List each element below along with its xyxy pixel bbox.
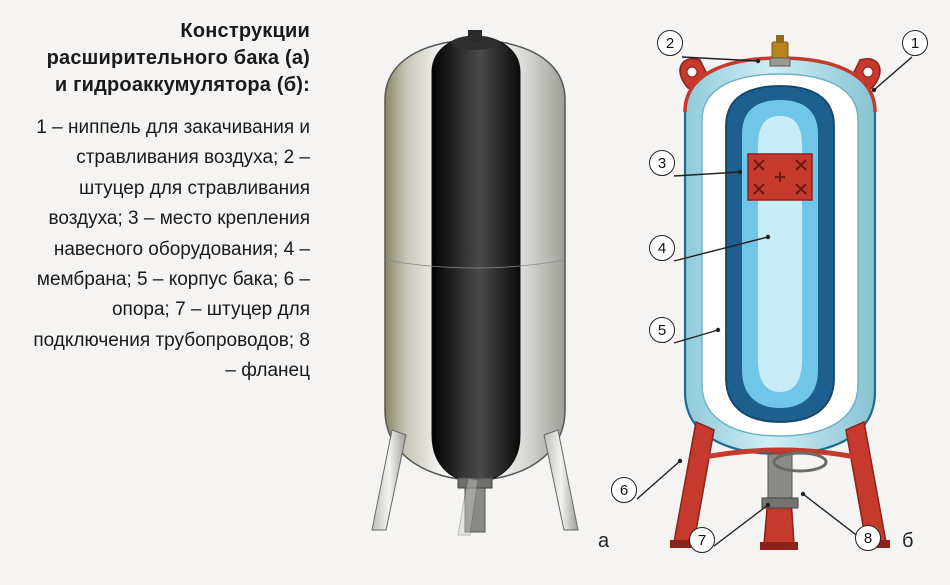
diagram-title: Конструкции расширительного бака (а) и г… [18, 18, 310, 99]
callout-4: 4 [649, 235, 675, 261]
callout-number: 2 [657, 30, 683, 56]
tank-b [630, 22, 930, 567]
tank-a [340, 30, 610, 550]
callout-number: 4 [649, 235, 675, 261]
figures-area: а б [320, 0, 950, 585]
figure-label-a: а [598, 530, 609, 553]
callout-number: 6 [611, 477, 637, 503]
legend-text: 1 – ниппель для закачивания и стравливан… [18, 113, 310, 387]
callout-number: 5 [649, 317, 675, 343]
callout-8: 8 [855, 525, 881, 551]
callout-number: 3 [649, 150, 675, 176]
callout-number: 8 [855, 525, 881, 551]
callout-6: 6 [611, 477, 637, 503]
callout-number: 1 [902, 30, 928, 56]
callout-5: 5 [649, 317, 675, 343]
callout-3: 3 [649, 150, 675, 176]
callout-2: 2 [657, 30, 683, 56]
title-line: расширительного бака (а) [18, 45, 310, 72]
callout-1: 1 [902, 30, 928, 56]
title-line: и гидроаккумулятора (б): [18, 72, 310, 99]
figure-label-b: б [902, 530, 913, 553]
callout-number: 7 [689, 527, 715, 553]
callout-7: 7 [689, 527, 715, 553]
text-column: Конструкции расширительного бака (а) и г… [0, 0, 320, 585]
title-line: Конструкции [18, 18, 310, 45]
